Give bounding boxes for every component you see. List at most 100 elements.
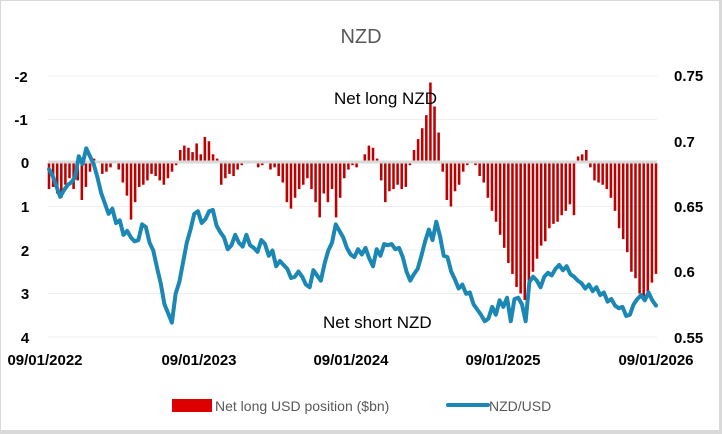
left-tick-label: -1	[14, 112, 27, 129]
right-axis: 0.75 0.7 0.65 0.6 0.55	[674, 68, 703, 347]
bar	[502, 163, 506, 248]
bar	[379, 163, 383, 181]
bar	[310, 163, 313, 190]
right-tick-label: 0.7	[674, 134, 695, 151]
bar	[568, 163, 572, 205]
left-tick-label: -2	[14, 69, 27, 86]
bar	[613, 163, 617, 211]
bar	[129, 163, 133, 220]
bar	[617, 163, 621, 229]
bar	[273, 163, 276, 168]
bar	[146, 163, 149, 181]
bar	[158, 163, 162, 181]
bar-series	[47, 82, 658, 301]
bar	[302, 163, 305, 185]
bar	[289, 163, 293, 209]
bar	[498, 163, 502, 235]
bar	[261, 163, 264, 166]
bar	[597, 163, 600, 183]
bar	[560, 163, 563, 216]
bar	[256, 163, 260, 168]
bar	[88, 163, 92, 172]
bar	[626, 163, 629, 253]
bar	[232, 163, 235, 177]
bar	[564, 163, 568, 211]
bar	[318, 163, 321, 218]
bar	[478, 163, 481, 177]
nzdusd-line	[47, 146, 658, 325]
bar	[60, 163, 63, 198]
bar	[429, 82, 432, 163]
bar	[384, 163, 387, 203]
legend-line-label: NZD/USD	[489, 398, 551, 414]
bar	[367, 145, 371, 163]
bar	[580, 154, 584, 163]
bar	[461, 163, 465, 172]
bar	[133, 163, 137, 203]
bar	[207, 141, 211, 163]
left-tick-label: 2	[21, 243, 29, 260]
annotation-net-long: Net long NZD	[334, 89, 437, 108]
bar	[343, 163, 346, 179]
legend-bar-swatch	[172, 399, 212, 412]
bar	[347, 163, 350, 170]
bar	[396, 163, 399, 185]
bar	[228, 163, 231, 174]
bar	[605, 163, 609, 190]
bar	[105, 163, 108, 172]
bar	[589, 163, 592, 168]
bar	[211, 154, 215, 163]
right-tick-label: 0.55	[674, 330, 703, 347]
bar	[162, 163, 166, 185]
bar	[457, 163, 461, 185]
left-tick-label: 3	[21, 286, 29, 303]
bar	[137, 163, 141, 187]
bar	[351, 163, 354, 166]
bar	[174, 163, 178, 166]
bar	[203, 136, 207, 163]
bar	[531, 163, 535, 272]
bar	[515, 163, 518, 287]
bar	[269, 163, 272, 170]
bar	[408, 163, 412, 166]
bar	[125, 163, 129, 196]
bar	[416, 139, 420, 163]
bar	[236, 163, 239, 170]
bar	[654, 163, 658, 274]
bar	[121, 163, 125, 183]
bar	[523, 163, 527, 301]
bar	[170, 163, 174, 172]
bar	[425, 115, 428, 163]
bar	[539, 163, 543, 246]
bar	[412, 149, 416, 163]
bar	[195, 143, 198, 163]
annotation-net-short: Net short NZD	[323, 313, 432, 332]
bar	[277, 163, 280, 177]
bar	[646, 163, 650, 294]
bar	[109, 163, 112, 168]
bar	[621, 163, 625, 240]
bar	[355, 163, 358, 168]
bar	[117, 163, 120, 170]
bar	[154, 163, 157, 177]
bar	[199, 154, 203, 163]
bar	[84, 163, 88, 187]
bar	[47, 163, 51, 190]
bar	[453, 163, 457, 192]
bar	[293, 163, 297, 198]
bar	[445, 163, 449, 200]
bar	[433, 106, 436, 163]
bar	[511, 163, 514, 274]
bar	[80, 163, 84, 200]
bar	[55, 163, 59, 194]
left-tick-label: 1	[21, 199, 29, 216]
bar	[642, 163, 645, 298]
bar	[638, 163, 641, 294]
right-tick-label: 0.65	[674, 199, 703, 216]
bar	[556, 163, 559, 222]
bar	[650, 163, 654, 283]
bar	[490, 163, 494, 211]
bar	[535, 163, 539, 259]
bar	[552, 163, 555, 224]
